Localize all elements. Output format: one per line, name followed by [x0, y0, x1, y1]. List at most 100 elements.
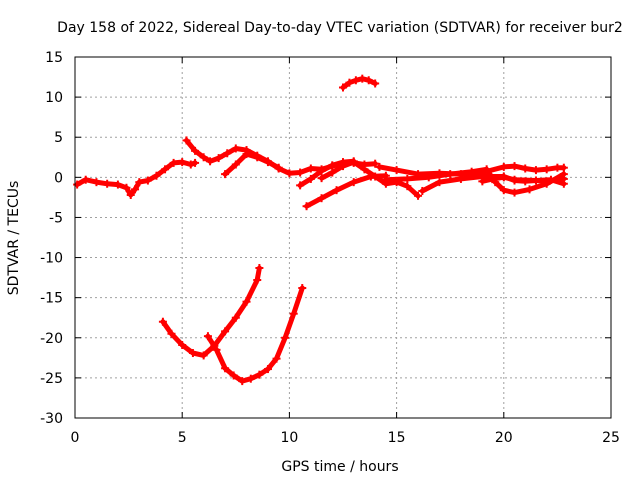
data-point-cross [371, 79, 380, 88]
data-point-cross [306, 164, 315, 173]
data-point-cross [242, 297, 251, 306]
data-point-cross [328, 161, 337, 170]
data-point-cross [285, 169, 294, 178]
data-point-cross [345, 78, 354, 87]
data-point-cross [510, 188, 519, 197]
data-point-cross [296, 181, 305, 190]
data-point-cross [499, 173, 508, 182]
data-point-cross [167, 329, 176, 338]
data-point-cross [510, 175, 519, 184]
data-point-cross [178, 340, 187, 349]
data-point-cross [317, 174, 326, 183]
data-point-cross [238, 377, 247, 386]
data-point-cross [246, 374, 255, 383]
y-axis-ticks: -30 -25 -20 -15 -10 -5 0 5 10 15 [40, 50, 611, 427]
data-point-cross [253, 276, 262, 285]
data-point-cross [482, 165, 491, 174]
x-tick-label: 25 [602, 430, 620, 446]
data-point-cross [296, 168, 305, 177]
data-point-cross [339, 83, 347, 92]
data-point-cross [131, 185, 140, 194]
data-point-cross [499, 186, 508, 195]
data-point-cross [135, 178, 144, 187]
data-point-cross [289, 309, 298, 318]
data-point-cross [158, 317, 167, 326]
data-point-cross [229, 371, 238, 380]
series-trace-m [205, 285, 305, 384]
data-point-cross [424, 173, 433, 182]
data-point-cross [358, 74, 367, 83]
data-point-cross [242, 150, 251, 159]
data-point-cross [113, 180, 122, 189]
x-tick-label: 5 [178, 430, 187, 446]
data-point-cross [559, 179, 568, 188]
data-point-cross [456, 174, 465, 183]
data-point-cross [186, 160, 195, 169]
data-point-cross [203, 332, 212, 341]
y-tick-label: -15 [40, 291, 63, 307]
chart-title: Day 158 of 2022, Sidereal Day-to-day VTE… [57, 20, 623, 36]
data-point-cross [263, 158, 272, 167]
series-trace-g [319, 159, 421, 199]
data-point-cross [403, 182, 412, 191]
series-trace-a [74, 159, 198, 198]
y-axis-label: SDTVAR / TECUs [6, 181, 22, 296]
data-point-cross [169, 158, 178, 167]
data-point-cross [161, 165, 170, 174]
x-tick-label: 0 [71, 430, 80, 446]
data-point-cross [499, 162, 508, 171]
data-point-cross [263, 365, 272, 374]
data-point-cross [531, 176, 540, 185]
y-tick-label: 15 [45, 50, 63, 66]
data-point-cross [206, 157, 215, 166]
data-point-cross [143, 176, 152, 185]
data-point-cross [231, 160, 240, 169]
data-point-cross [521, 164, 530, 173]
y-tick-label: -30 [40, 411, 63, 427]
data-point-cross [371, 159, 380, 168]
x-tick-label: 15 [388, 430, 406, 446]
y-tick-label: -5 [49, 210, 63, 226]
data-point-cross [223, 149, 232, 158]
data-point-cross [364, 76, 373, 85]
data-point-cross [199, 351, 208, 360]
data-point-cross [122, 183, 131, 192]
data-point-cross [392, 166, 401, 175]
data-point-cross [435, 178, 444, 187]
x-axis-label: GPS time / hours [281, 459, 398, 475]
y-tick-label: 5 [54, 130, 63, 146]
y-tick-label: 0 [54, 170, 63, 186]
data-point-cross [212, 345, 221, 354]
data-point-cross [360, 165, 369, 174]
data-point-cross [414, 191, 423, 200]
x-tick-label: 20 [495, 430, 513, 446]
data-point-cross [371, 172, 380, 181]
data-point-cross [188, 349, 197, 358]
grid-lines [75, 57, 611, 418]
data-point-cross [418, 186, 427, 195]
data-point-cross [191, 158, 200, 167]
x-tick-label: 10 [280, 430, 298, 446]
data-point-cross [221, 327, 230, 336]
data-point-cross [478, 177, 487, 186]
data-point-cross [546, 175, 555, 184]
y-tick-label: -20 [40, 331, 63, 347]
data-point-cross [73, 180, 82, 189]
data-point-cross [298, 284, 307, 293]
data-point-cross [531, 166, 540, 175]
data-point-cross [349, 178, 358, 187]
y-tick-label: 10 [45, 90, 63, 106]
data-point-cross [317, 194, 326, 203]
data-point-cross [510, 162, 519, 171]
plot-frame [74, 56, 612, 419]
data-point-cross [349, 158, 358, 167]
data-point-cross [489, 174, 498, 183]
data-point-cross [274, 163, 283, 172]
series-trace-f [304, 173, 389, 209]
data-point-cross [231, 313, 240, 322]
data-point-cross [328, 168, 337, 177]
data-point-cross [253, 153, 262, 162]
data-point-cross [152, 171, 161, 180]
data-traces [73, 74, 568, 386]
data-point-cross [403, 174, 412, 183]
